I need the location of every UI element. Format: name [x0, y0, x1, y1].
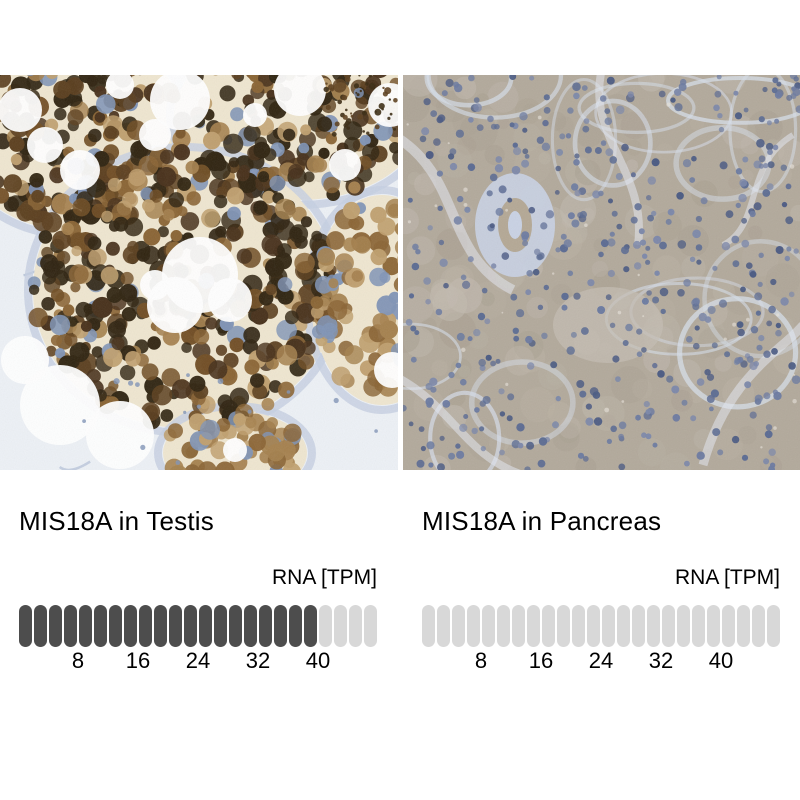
rna-pill-empty [632, 605, 645, 647]
panel-pancreas: MIS18A in Pancreas RNA [TPM] 8 16 24 32 40 [403, 0, 800, 800]
rna-pill-empty [364, 605, 377, 647]
rna-pill-empty [467, 605, 480, 647]
rna-pill-filled [304, 605, 317, 647]
rna-pill-empty [647, 605, 660, 647]
rna-pill-empty [497, 605, 510, 647]
rna-pill-empty [482, 605, 495, 647]
rna-pill-filled [274, 605, 287, 647]
rna-unit-label: RNA [TPM] [674, 566, 780, 589]
rna-pill-filled [214, 605, 227, 647]
testis-micrograph [0, 75, 398, 470]
rna-tick-label: 40 [305, 648, 331, 673]
rna-pill-empty [692, 605, 705, 647]
rna-pill-empty [512, 605, 525, 647]
rna-pill-empty [602, 605, 615, 647]
rna-pill-empty [572, 605, 585, 647]
rna-pill-filled [64, 605, 77, 647]
rna-tick-label: 40 [708, 648, 734, 673]
rna-pill-empty [662, 605, 675, 647]
rna-pill-empty [722, 605, 735, 647]
rna-pill-filled [79, 605, 92, 647]
rna-pill-empty [617, 605, 630, 647]
rna-pill-filled [19, 605, 32, 647]
rna-pill-empty [527, 605, 540, 647]
rna-pill-filled [94, 605, 107, 647]
rna-pill-filled [289, 605, 302, 647]
rna-pill-filled [109, 605, 122, 647]
rna-pill-empty [319, 605, 332, 647]
rna-pill-empty [677, 605, 690, 647]
rna-pill-empty [437, 605, 450, 647]
rna-pill-filled [124, 605, 137, 647]
rna-pill-empty [707, 605, 720, 647]
rna-pill-filled [244, 605, 257, 647]
rna-pill-filled [139, 605, 152, 647]
panel-title: MIS18A in Pancreas [422, 506, 662, 536]
rna-pill-filled [34, 605, 47, 647]
rna-pill-filled [154, 605, 167, 647]
rna-pill-empty [334, 605, 347, 647]
rna-pill-filled [49, 605, 62, 647]
rna-tick-label: 8 [474, 648, 488, 673]
rna-pill-empty [542, 605, 555, 647]
rna-pill-filled [229, 605, 242, 647]
rna-tick-label: 32 [245, 648, 271, 673]
rna-pill-empty [737, 605, 750, 647]
rna-pill-empty [587, 605, 600, 647]
pancreas-micrograph [403, 75, 800, 470]
rna-tick-label: 16 [125, 648, 151, 673]
rna-pill-empty [422, 605, 435, 647]
rna-pill-empty [752, 605, 765, 647]
rna-pill-filled [259, 605, 272, 647]
rna-tick-label: 24 [185, 648, 211, 673]
rna-tick-label: 32 [648, 648, 674, 673]
rna-pill-empty [557, 605, 570, 647]
rna-axis-ticks: 8 16 24 32 40 [19, 648, 377, 674]
rna-pill-strip [422, 605, 780, 647]
rna-pill-filled [199, 605, 212, 647]
rna-pill-strip [19, 605, 377, 647]
rna-tick-label: 16 [528, 648, 554, 673]
rna-tick-label: 8 [71, 648, 85, 673]
rna-tick-label: 24 [588, 648, 614, 673]
rna-pill-filled [169, 605, 182, 647]
rna-axis-ticks: 8 16 24 32 40 [422, 648, 780, 674]
panel-testis: MIS18A in Testis RNA [TPM] 8 16 24 32 40 [0, 0, 398, 800]
rna-pill-empty [349, 605, 362, 647]
rna-pill-empty [767, 605, 780, 647]
panel-title: MIS18A in Testis [19, 506, 214, 536]
rna-pill-filled [184, 605, 197, 647]
rna-pill-empty [452, 605, 465, 647]
rna-unit-label: RNA [TPM] [271, 566, 377, 589]
